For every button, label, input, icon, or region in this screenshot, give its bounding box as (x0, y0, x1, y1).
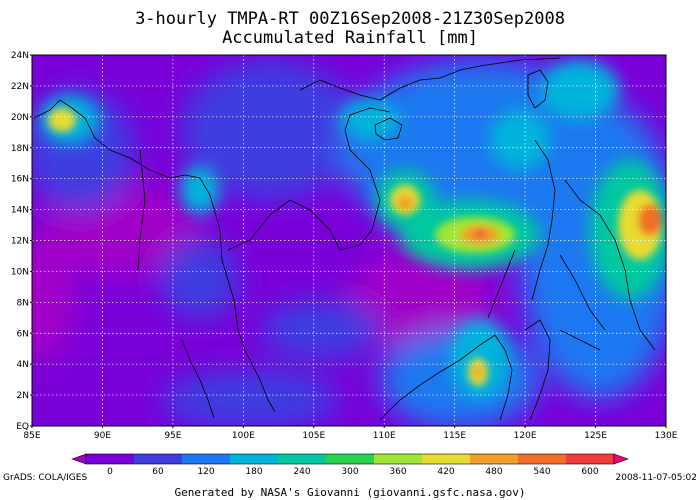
longitude-label: 90E (94, 431, 111, 441)
colorbar-tick-label: 120 (197, 467, 214, 477)
coastlines (33, 57, 656, 421)
colorbar-tick-label: 360 (389, 467, 406, 477)
colorbar-tick-label: 480 (485, 467, 502, 477)
colorbar-segment (134, 454, 183, 464)
longitude-label: 85E (23, 431, 40, 441)
colorbar-tick-label: 300 (341, 467, 358, 477)
colorbar-tick-label: 240 (293, 467, 310, 477)
latitude-label: 2N (17, 391, 29, 401)
latitude-label: EQ (16, 422, 29, 432)
colorbar: 0 60 120 180 240 300 360 420 480 540 600 (71, 453, 629, 477)
colorbar-segment (182, 454, 231, 464)
longitude-label: 120E (514, 431, 537, 441)
latitude-label: 4N (17, 360, 29, 370)
colorbar-high-arrow (613, 453, 629, 465)
longitude-label: 130E (655, 431, 678, 441)
colorbar-tick-label: 540 (533, 467, 550, 477)
longitude-label: 125E (584, 431, 607, 441)
latitude-label: 12N (11, 237, 29, 247)
colorbar-segment (86, 454, 135, 464)
latitude-label: 24N (11, 51, 29, 61)
colorbar-tick-label: 60 (152, 467, 164, 477)
longitude-label: 110E (373, 431, 396, 441)
latitude-label: 16N (11, 175, 29, 185)
latitude-label: 10N (11, 267, 29, 277)
longitude-labels: 85E 90E 95E 100E 105E 110E 115E 120E 125E 130E (23, 426, 678, 441)
colorbar-segment (518, 454, 567, 464)
colorbar-segment (566, 454, 615, 464)
latitude-label: 14N (11, 206, 29, 216)
rainfall-field (32, 55, 666, 426)
longitude-label: 95E (164, 431, 181, 441)
latitude-label: 8N (17, 298, 29, 308)
map-title-line2: Accumulated Rainfall [mm] (222, 28, 478, 48)
colorbar-tick-label: 180 (245, 467, 262, 477)
generation-timestamp: 2008-11-07-05:02 (615, 473, 698, 483)
longitude-label: 115E (443, 431, 466, 441)
map-title-line1: 3-hourly TMPA-RT 00Z16Sep2008-21Z30Sep20… (135, 9, 565, 29)
longitude-label: 100E (232, 431, 255, 441)
colorbar-tick-label: 600 (581, 467, 598, 477)
latitude-label: 6N (17, 329, 29, 339)
grads-credit: GrADS: COLA/IGES (3, 473, 88, 483)
colorbar-segment (374, 454, 423, 464)
latitude-labels: 24N 22N 20N 18N 16N 14N 12N 10N 8N 6N 4N 2N EQ (11, 51, 32, 432)
lat-lon-grid (32, 55, 666, 426)
colorbar-tick-label: 420 (437, 467, 454, 477)
colorbar-segment (422, 454, 471, 464)
colorbar-tick-label: 0 (107, 467, 113, 477)
latitude-label: 22N (11, 82, 29, 92)
colorbar-segment (326, 454, 375, 464)
colorbar-low-arrow (71, 453, 87, 465)
colorbar-segment (470, 454, 519, 464)
colorbar-segment (278, 454, 327, 464)
longitude-label: 105E (302, 431, 325, 441)
giovanni-credit: Generated by NASA's Giovanni (giovanni.g… (174, 486, 526, 499)
latitude-label: 20N (11, 113, 29, 123)
latitude-label: 18N (11, 144, 29, 154)
colorbar-segment (230, 454, 279, 464)
